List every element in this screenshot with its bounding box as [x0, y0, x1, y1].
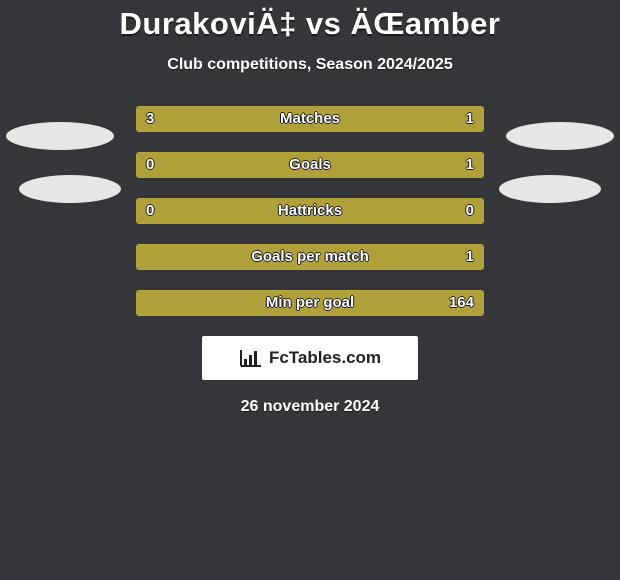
player-photo-placeholder	[506, 122, 614, 150]
stat-label: Hattricks	[136, 198, 484, 224]
stat-label: Goals per match	[136, 244, 484, 270]
stat-row: 0 Goals 1	[136, 152, 484, 178]
stat-row: 3 Matches 1	[136, 106, 484, 132]
player-photo-placeholder	[19, 175, 121, 203]
stat-right-value: 164	[449, 290, 474, 316]
brand-badge: FcTables.com	[202, 336, 418, 380]
brand-label: FcTables.com	[269, 348, 381, 368]
stat-right-value: 0	[466, 198, 474, 224]
bar-chart-icon	[239, 348, 263, 368]
player-photo-placeholder	[6, 122, 114, 150]
stat-right-value: 1	[466, 152, 474, 178]
stat-row: Goals per match 1	[136, 244, 484, 270]
comparison-infographic: DurakoviÄ‡ vs ÄŒamber Club competitions,…	[0, 0, 620, 416]
stat-right-value: 1	[466, 244, 474, 270]
page-title: DurakoviÄ‡ vs ÄŒamber	[0, 6, 620, 42]
stat-label: Matches	[136, 106, 484, 132]
player-photo-placeholder	[499, 175, 601, 203]
stat-label: Goals	[136, 152, 484, 178]
stat-right-value: 1	[466, 106, 474, 132]
stat-row: Min per goal 164	[136, 290, 484, 316]
stat-label: Min per goal	[136, 290, 484, 316]
stat-row: 0 Hattricks 0	[136, 198, 484, 224]
date-label: 26 november 2024	[0, 398, 620, 416]
page-subtitle: Club competitions, Season 2024/2025	[0, 56, 620, 74]
